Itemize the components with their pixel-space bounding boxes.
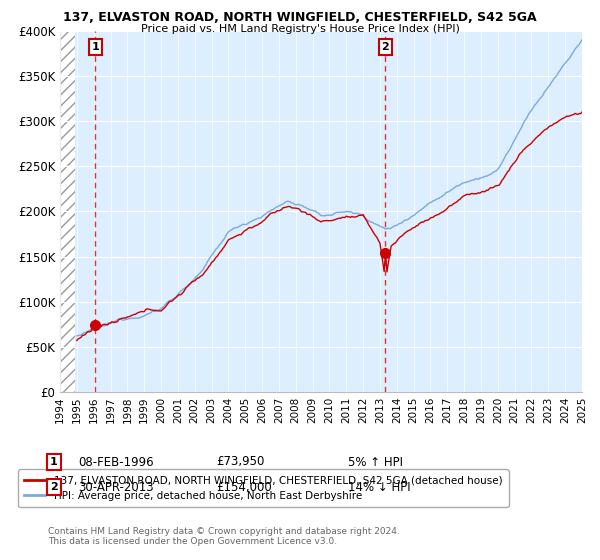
Text: 2: 2 [50,482,58,492]
Text: £73,950: £73,950 [216,455,265,469]
Text: Contains HM Land Registry data © Crown copyright and database right 2024.
This d: Contains HM Land Registry data © Crown c… [48,526,400,546]
Text: Price paid vs. HM Land Registry's House Price Index (HPI): Price paid vs. HM Land Registry's House … [140,24,460,34]
Text: 1: 1 [91,42,99,52]
Text: 5% ↑ HPI: 5% ↑ HPI [348,455,403,469]
Text: 137, ELVASTON ROAD, NORTH WINGFIELD, CHESTERFIELD, S42 5GA: 137, ELVASTON ROAD, NORTH WINGFIELD, CHE… [63,11,537,24]
Text: 14% ↓ HPI: 14% ↓ HPI [348,480,410,494]
Bar [60,31,76,392]
Text: 30-APR-2013: 30-APR-2013 [78,480,154,494]
Text: £154,000: £154,000 [216,480,272,494]
Text: 08-FEB-1996: 08-FEB-1996 [78,455,154,469]
Text: 1: 1 [50,457,58,467]
Legend: 137, ELVASTON ROAD, NORTH WINGFIELD, CHESTERFIELD, S42 5GA (detached house), HPI: 137, ELVASTON ROAD, NORTH WINGFIELD, CHE… [18,469,509,507]
Text: 2: 2 [382,42,389,52]
